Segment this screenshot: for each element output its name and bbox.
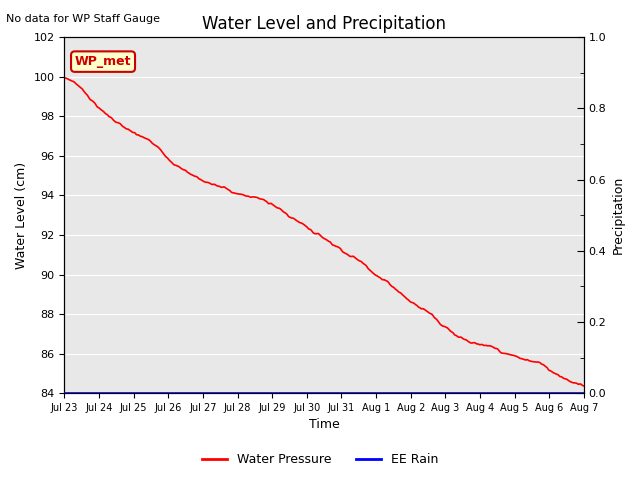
Text: No data for WP Staff Gauge: No data for WP Staff Gauge <box>6 14 161 24</box>
Text: WP_met: WP_met <box>75 55 131 68</box>
X-axis label: Time: Time <box>308 419 339 432</box>
Title: Water Level and Precipitation: Water Level and Precipitation <box>202 15 446 33</box>
Y-axis label: Precipitation: Precipitation <box>612 176 625 254</box>
Y-axis label: Water Level (cm): Water Level (cm) <box>15 162 28 269</box>
Legend: Water Pressure, EE Rain: Water Pressure, EE Rain <box>196 448 444 471</box>
